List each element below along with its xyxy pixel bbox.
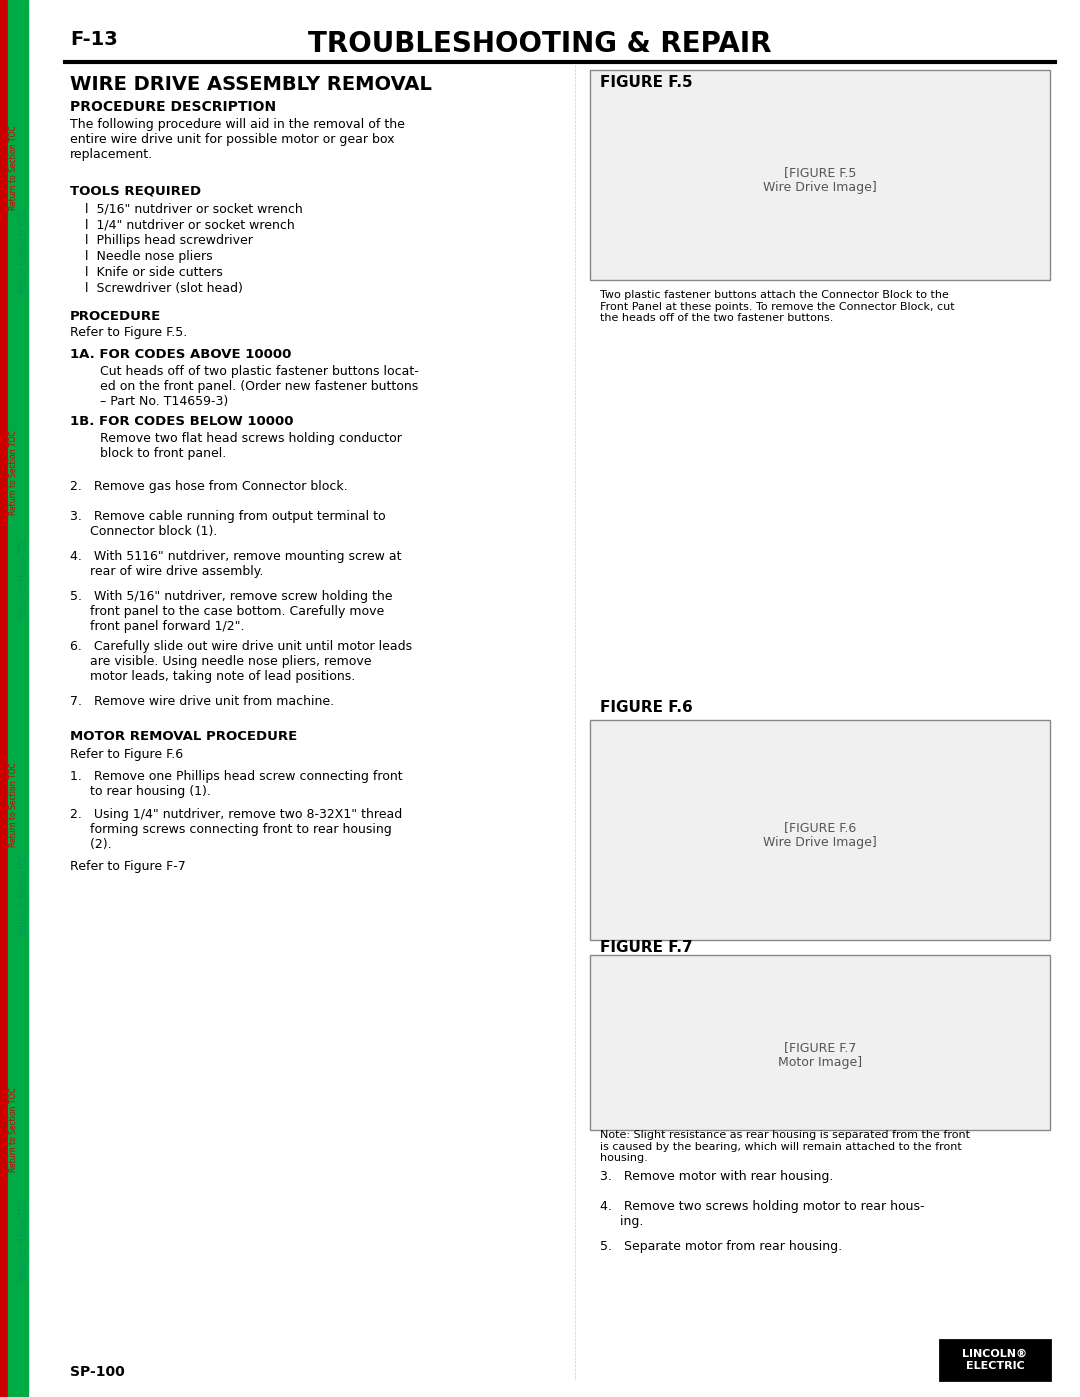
Text: 5.   Separate motor from rear housing.: 5. Separate motor from rear housing. (600, 1241, 842, 1253)
Text: Refer to Figure F-7: Refer to Figure F-7 (70, 861, 186, 873)
Text: l  Screwdriver (slot head): l Screwdriver (slot head) (85, 282, 243, 295)
Text: [FIGURE F.6
Wire Drive Image]: [FIGURE F.6 Wire Drive Image] (764, 821, 877, 849)
Text: Return to Master TOC: Return to Master TOC (19, 1199, 28, 1282)
Text: 6.   Carefully slide out wire drive unit until motor leads
     are visible. Usi: 6. Carefully slide out wire drive unit u… (70, 640, 413, 683)
Text: l  5/16" nutdriver or socket wrench: l 5/16" nutdriver or socket wrench (85, 203, 302, 215)
Text: LINCOLN®: LINCOLN® (962, 1350, 1027, 1359)
Text: F-13: F-13 (70, 29, 118, 49)
Bar (590, 70, 1050, 279)
Text: 4.   Remove two screws holding motor to rear hous-
     ing.: 4. Remove two screws holding motor to re… (600, 1200, 924, 1228)
Text: TROUBLESHOOTING & REPAIR: TROUBLESHOOTING & REPAIR (308, 29, 772, 59)
Text: FIGURE F.6: FIGURE F.6 (600, 700, 692, 715)
Text: Return to Section TOC: Return to Section TOC (10, 430, 18, 515)
Bar (8, 0, 28, 1397)
Text: Return to Master TOC: Return to Master TOC (19, 536, 28, 619)
Text: 2.   Remove gas hose from Connector block.: 2. Remove gas hose from Connector block. (70, 481, 348, 493)
Bar (940, 1340, 1050, 1380)
Text: l  1/4" nutdriver or socket wrench: l 1/4" nutdriver or socket wrench (85, 218, 295, 231)
Text: TOOLS REQUIRED: TOOLS REQUIRED (70, 184, 201, 198)
Text: Return to Master TOC: Return to Master TOC (19, 211, 28, 293)
Text: [FIGURE F.5
Wire Drive Image]: [FIGURE F.5 Wire Drive Image] (764, 166, 877, 194)
Text: 1B. FOR CODES BELOW 10000: 1B. FOR CODES BELOW 10000 (70, 415, 294, 427)
Text: 7.   Remove wire drive unit from machine.: 7. Remove wire drive unit from machine. (70, 694, 334, 708)
Text: 5.   With 5/16" nutdriver, remove screw holding the
     front panel to the case: 5. With 5/16" nutdriver, remove screw ho… (70, 590, 392, 633)
Text: Return to Section TOC: Return to Section TOC (10, 126, 18, 211)
Bar (590, 956, 1050, 1130)
Text: Note: Slight resistance as rear housing is separated from the front
is caused by: Note: Slight resistance as rear housing … (600, 1130, 970, 1164)
Text: FIGURE F.5: FIGURE F.5 (600, 75, 692, 89)
Text: SP-100: SP-100 (70, 1365, 125, 1379)
Text: Return to Section TOC: Return to Section TOC (10, 1087, 18, 1172)
Text: 3.   Remove motor with rear housing.: 3. Remove motor with rear housing. (600, 1171, 834, 1183)
Text: Two plastic fastener buttons attach the Connector Block to the
Front Panel at th: Two plastic fastener buttons attach the … (600, 291, 955, 323)
Text: PROCEDURE: PROCEDURE (70, 310, 161, 323)
Text: MOTOR REMOVAL PROCEDURE: MOTOR REMOVAL PROCEDURE (70, 731, 297, 743)
Text: Return to Master TOC: Return to Master TOC (19, 854, 28, 936)
Bar (0, 0, 8, 1397)
Text: WIRE DRIVE ASSEMBLY REMOVAL: WIRE DRIVE ASSEMBLY REMOVAL (70, 75, 432, 94)
Text: Refer to Figure F.5.: Refer to Figure F.5. (70, 326, 187, 339)
Text: 1.   Remove one Phillips head screw connecting front
     to rear housing (1).: 1. Remove one Phillips head screw connec… (70, 770, 403, 798)
Text: PROCEDURE DESCRIPTION: PROCEDURE DESCRIPTION (70, 101, 276, 115)
Text: The following procedure will aid in the removal of the
entire wire drive unit fo: The following procedure will aid in the … (70, 117, 405, 161)
Text: Return to Section TOC: Return to Section TOC (10, 763, 18, 848)
Text: 1A. FOR CODES ABOVE 10000: 1A. FOR CODES ABOVE 10000 (70, 348, 292, 360)
Text: l  Phillips head screwdriver: l Phillips head screwdriver (85, 235, 253, 247)
Text: 3.   Remove cable running from output terminal to
     Connector block (1).: 3. Remove cable running from output term… (70, 510, 386, 538)
Text: Remove two flat head screws holding conductor
block to front panel.: Remove two flat head screws holding cond… (100, 432, 402, 460)
Text: Cut heads off of two plastic fastener buttons locat-
ed on the front panel. (Ord: Cut heads off of two plastic fastener bu… (100, 365, 419, 408)
Text: 2.   Using 1/4" nutdriver, remove two 8-32X1" thread
     forming screws connect: 2. Using 1/4" nutdriver, remove two 8-32… (70, 807, 402, 851)
Bar (590, 719, 1050, 940)
Text: ELECTRIC: ELECTRIC (966, 1361, 1024, 1370)
Text: l  Needle nose pliers: l Needle nose pliers (85, 250, 213, 263)
Text: [FIGURE F.7
Motor Image]: [FIGURE F.7 Motor Image] (778, 1041, 862, 1069)
Text: FIGURE F.7: FIGURE F.7 (600, 940, 692, 956)
Text: 4.   With 5116" nutdriver, remove mounting screw at
     rear of wire drive asse: 4. With 5116" nutdriver, remove mounting… (70, 550, 402, 578)
Text: Refer to Figure F.6: Refer to Figure F.6 (70, 747, 184, 761)
Text: l  Knife or side cutters: l Knife or side cutters (85, 265, 222, 279)
